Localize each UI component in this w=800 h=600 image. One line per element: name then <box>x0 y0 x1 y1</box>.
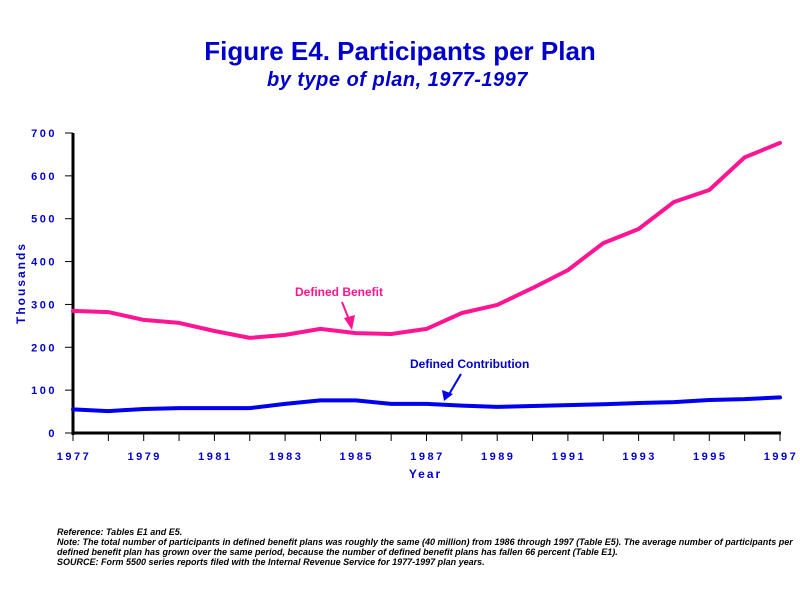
axes: 0 100 200 300 400 500 600 700 1977 1979 1981 1983 19… <box>14 128 798 481</box>
annotation-defined-contribution: Defined Contribution <box>410 357 529 371</box>
arrowhead-defined-benefit <box>344 315 355 330</box>
x-tick-label: 1985 <box>340 451 374 463</box>
series-line-defined-contribution <box>71 395 782 414</box>
chart-subtitle: by type of plan, 1977-1997 <box>267 69 528 91</box>
y-tick-label: 500 <box>31 214 57 226</box>
annotation-defined-benefit: Defined Benefit <box>295 285 383 299</box>
x-tick-label: 1977 <box>57 451 91 463</box>
y-tick-label: 200 <box>31 342 57 354</box>
y-tick-label: 700 <box>31 128 57 140</box>
x-tick-label: 1993 <box>622 451 656 463</box>
x-tick-label: 1983 <box>269 451 303 463</box>
chart-title: Figure E4. Participants per Plan <box>0 36 800 67</box>
arrowhead-defined-contribution <box>442 390 453 401</box>
explanatory-note: Note: The total number of participants i… <box>57 537 793 557</box>
y-tick-label: 600 <box>31 171 57 183</box>
annotation-arrow-defined-contribution <box>447 373 462 397</box>
source-note: SOURCE: Form 5500 series reports filed w… <box>57 557 485 567</box>
chart-notes: Reference: Tables E1 and E5. Note: The t… <box>57 527 797 567</box>
chart-title-text: Figure E4. Participants per Plan <box>204 36 596 66</box>
series-line-defined-benefit <box>71 140 782 340</box>
x-tick-label: 1997 <box>764 451 798 463</box>
y-axis-title: Thousands <box>14 242 28 324</box>
y-tick-label: 300 <box>31 299 57 311</box>
x-tick-label: 1989 <box>481 451 515 463</box>
x-tick-label: 1987 <box>410 451 444 463</box>
reference-note: Reference: Tables E1 and E5. <box>57 527 183 537</box>
y-tick-label: 400 <box>31 257 57 269</box>
x-tick-label: 1979 <box>127 451 161 463</box>
x-axis-title: Year <box>409 467 442 481</box>
y-tick-label: 100 <box>31 385 57 397</box>
x-tick-label: 1995 <box>693 451 727 463</box>
x-tick-label: 1981 <box>198 451 232 463</box>
series-group <box>71 140 782 414</box>
annotations: Defined Benefit Defined Contribution <box>295 285 529 401</box>
y-tick-label: 0 <box>48 428 57 440</box>
x-tick-label: 1991 <box>552 451 586 463</box>
